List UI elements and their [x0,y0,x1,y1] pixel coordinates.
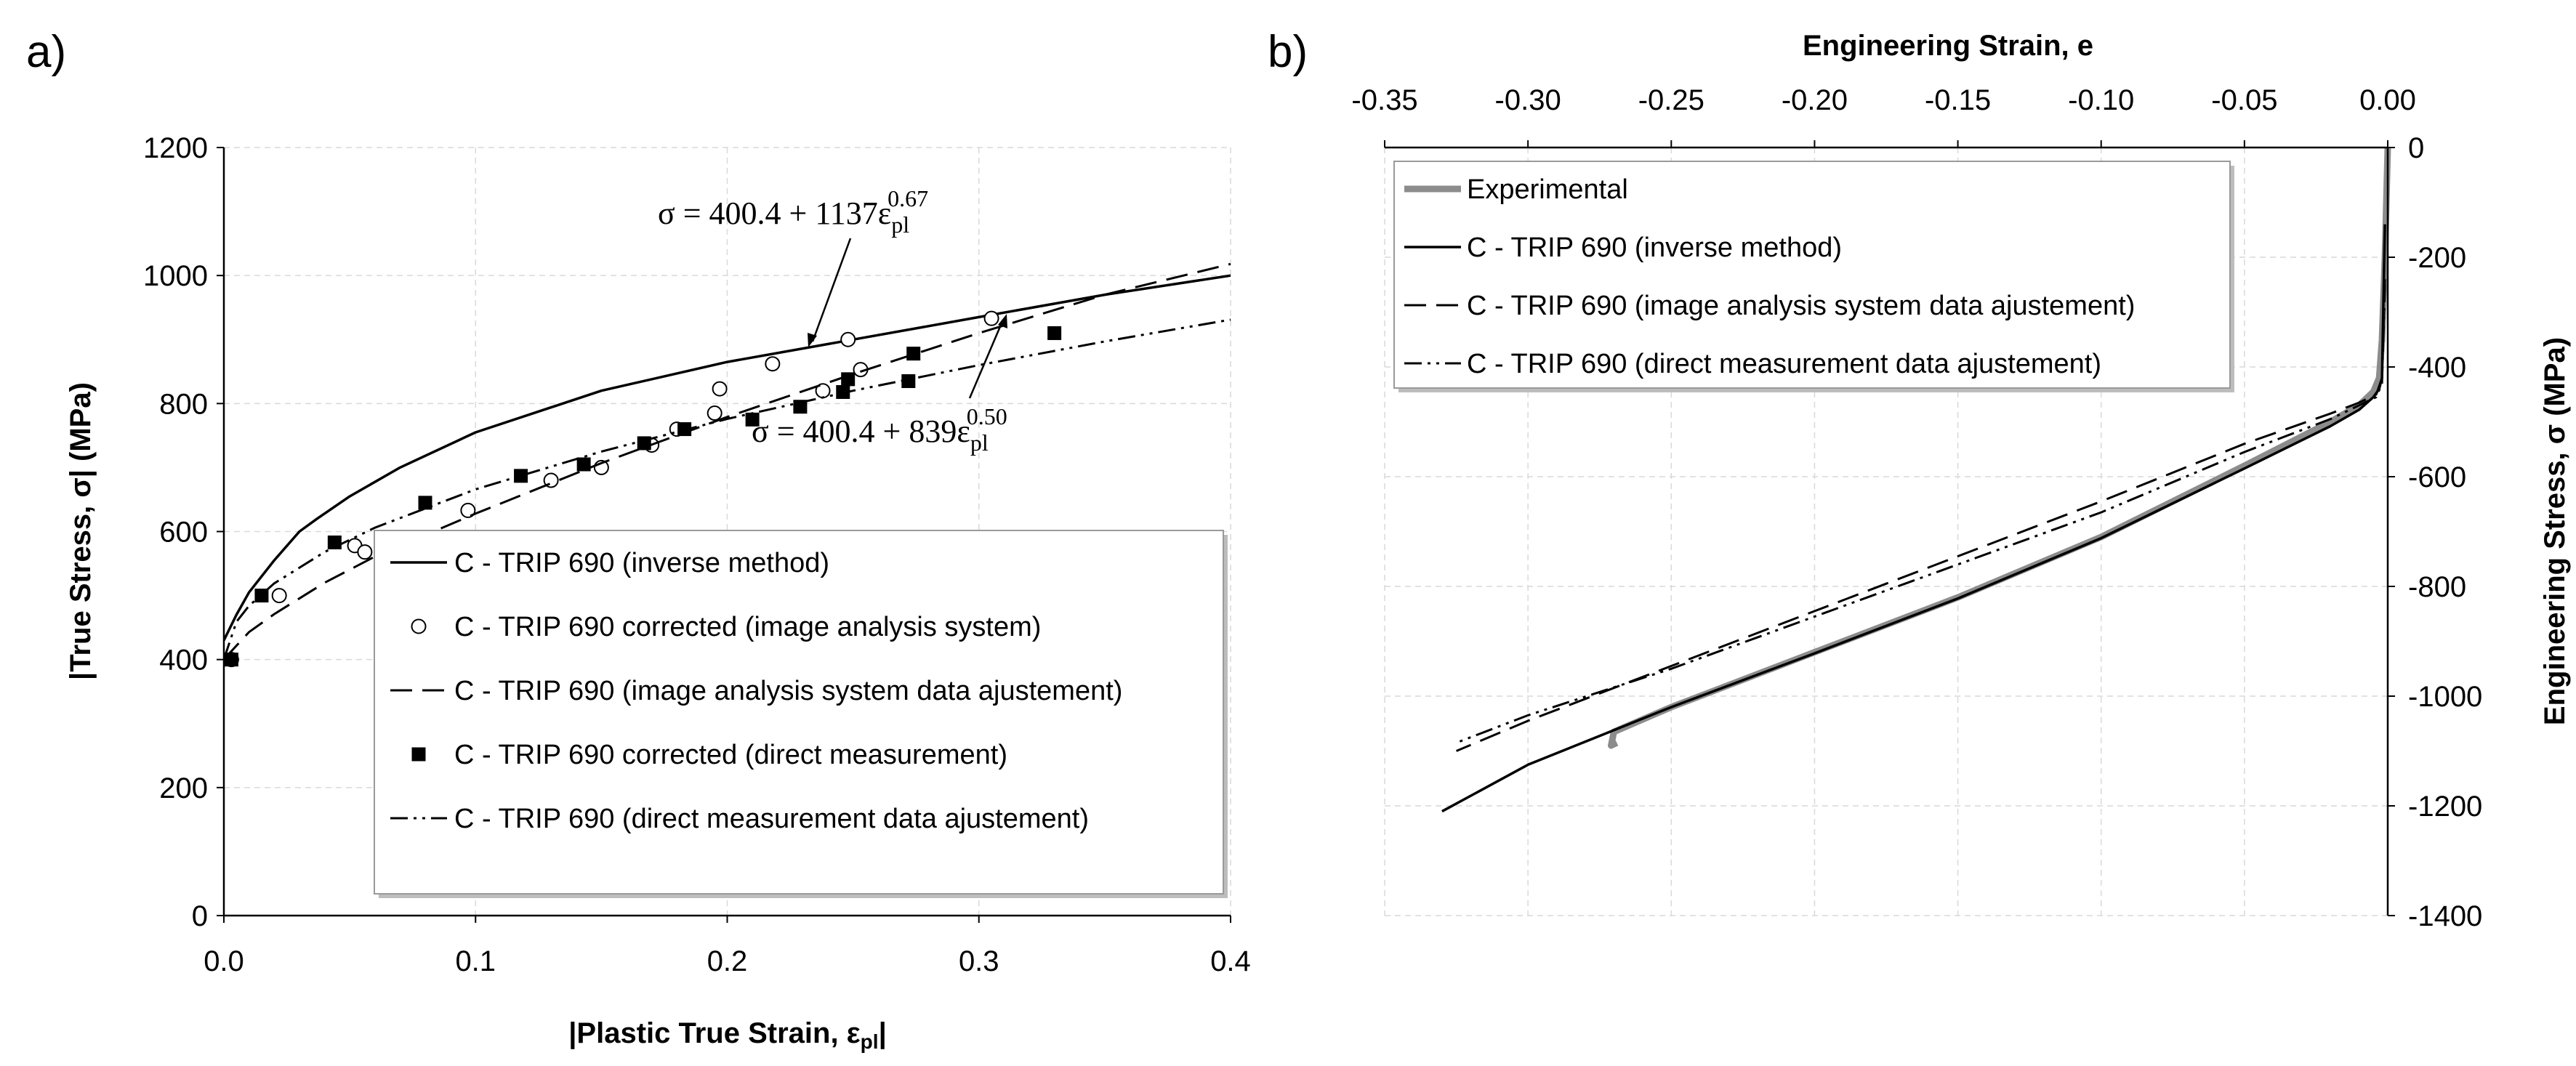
panel-b-series-line-3 [1456,284,2386,744]
panel-a-series-line-0 [224,274,1231,641]
panel-b-y-tick-label: -800 [2408,571,2466,603]
panel-a-square-point [514,469,528,483]
panel-a-legend-label-3: C - TRIP 690 corrected (direct measureme… [454,740,1007,770]
panel-a-x-tick-label: 0.3 [959,945,999,977]
panel-a-x-tick-label: 0.0 [204,945,244,977]
panel-b-legend-label-1: C - TRIP 690 (inverse method) [1467,233,1842,263]
panel-a-y-axis-title: |True Stress, σ| (MPa) [65,382,97,680]
panel-a-series [223,262,1231,668]
panel-a-x-axis-title: |Plastic True Strain, εpl| [568,1017,887,1053]
panel-b-x-tick-label: -0.15 [1925,84,1991,116]
panel-a-legend-swatch-1 [411,618,427,634]
panel-b-legend: Experimental C - TRIP 690 (inverse method… [1393,161,2234,392]
panel-b-legend-label-3: C - TRIP 690 (direct measurement data aj… [1467,349,2101,379]
panel-a-square-point [254,589,269,603]
panel-a-legend-swatch-3 [411,747,426,762]
panel-a-legend-label-1: C - TRIP 690 corrected (image analysis s… [454,612,1041,642]
panel-b-legend-label-2: C - TRIP 690 (image analysis system data… [1467,291,2135,321]
panel-a-square-point [576,457,591,472]
panel-b-series-line-2 [1456,279,2386,752]
panel-a-y-tick-label: 400 [159,645,208,677]
panel-b-y-tick-label: -1000 [2408,681,2482,713]
panel-a-y-tick-label: 0 [192,900,208,932]
panel-b-x-axis-title: Engineering Strain, e [1803,30,2093,62]
panel-a-y-tick-label: 200 [159,772,208,804]
panel-a-square-point [224,653,238,667]
panel-a-annotations: σ = 400.4 + 1137εpl0.67 σ = 400.4 + 839ε… [658,185,1007,456]
panel-b-y-tick-label: -600 [2408,461,2466,493]
panel-b-x-tick-label: -0.35 [1351,84,1417,116]
panel-a-legend-label-2: C - TRIP 690 (image analysis system data… [454,676,1122,706]
panel-a-square-point [841,372,856,387]
panel-a-circle-point [271,588,287,604]
panel-b-y-tick-label: -400 [2408,352,2466,384]
panel-a-circle-point [765,356,781,372]
panel-b-x-tick-label: -0.25 [1638,84,1704,116]
panel-a-x-tick-label: 0.4 [1210,945,1251,977]
panel-b-x-tick-label: -0.20 [1782,84,1848,116]
panel-b-y-axis-title: Engineering Stress, σ (MPa) [2539,337,2571,725]
panel-a-square-point [793,400,808,414]
panel-b-y-tick-label: 0 [2408,132,2424,164]
panel-a-circle-point [712,381,728,397]
panel-b-y-tick-label: -1200 [2408,791,2482,823]
panel-a-legend-box [374,530,1224,895]
panel-a-square-point [906,347,921,361]
panel-a-y-tick-label: 800 [159,388,208,420]
equation-lower-arrowhead [998,314,1007,328]
panel-a-y-tick-label: 1200 [143,132,208,164]
panel-b-series [1441,147,2391,813]
panel-a-chart: 0.0 0.1 0.2 0.3 0.4 0 200 400 600 800 1000 1200 σ =… [65,132,1251,1053]
panel-a-ticks: 0.0 0.1 0.2 0.3 0.4 0 200 400 600 800 1000 1200 [143,132,1251,977]
panel-a-y-tick-label: 1000 [143,260,208,292]
panel-a-square-point [418,496,432,510]
equation-upper-arrow [811,238,852,342]
panel-a-circle-point [840,331,856,347]
panel-a-circle-point [357,544,373,560]
panel-b-x-tick-label: 0.00 [2359,84,2416,116]
panel-b-x-tick-label: -0.30 [1495,84,1561,116]
panel-b-y-tick-label: -1400 [2408,900,2482,932]
panel-b-x-tick-label: -0.05 [2211,84,2277,116]
panel-b-axes [1385,146,2389,916]
panel-label-a: a) [26,27,66,77]
panel-a-square-point [745,412,760,427]
panel-a-circle-point [983,310,999,326]
equation-lower-arrow [968,319,1005,399]
panel-a-square-point [1047,326,1062,340]
panel-b-legend-box [1393,161,2231,389]
panel-b-chart: -0.35 -0.30 -0.25 -0.20 -0.15 -0.10 -0.05 0.00 0… [1351,30,2571,932]
equation-lower: σ = 400.4 + 839εpl0.50 [752,403,1007,456]
panel-b-ticks: -0.35 -0.30 -0.25 -0.20 -0.15 -0.10 -0.05 0.00 0… [1351,84,2482,932]
panel-b-x-tick-label: -0.10 [2068,84,2134,116]
equation-upper: σ = 400.4 + 1137εpl0.67 [658,185,928,238]
panel-a-x-tick-label: 0.1 [455,945,496,977]
equation-upper-arrowhead [808,333,817,347]
panel-a-x-tick-label: 0.2 [707,945,748,977]
panel-b-legend-label-0: Experimental [1467,174,1628,205]
panel-a-legend-label-0: C - TRIP 690 (inverse method) [454,548,829,578]
panel-label-b: b) [1268,27,1308,77]
panel-a-circle-point [460,502,476,518]
panel-a-circle-point [707,405,723,421]
panel-a-legend-label-4: C - TRIP 690 (direct measurement data aj… [454,804,1089,834]
panel-b-y-tick-label: -200 [2408,242,2466,274]
panel-a-legend: C - TRIP 690 (inverse method) C - TRIP 69… [374,530,1228,898]
panel-a-y-tick-label: 600 [159,517,208,549]
